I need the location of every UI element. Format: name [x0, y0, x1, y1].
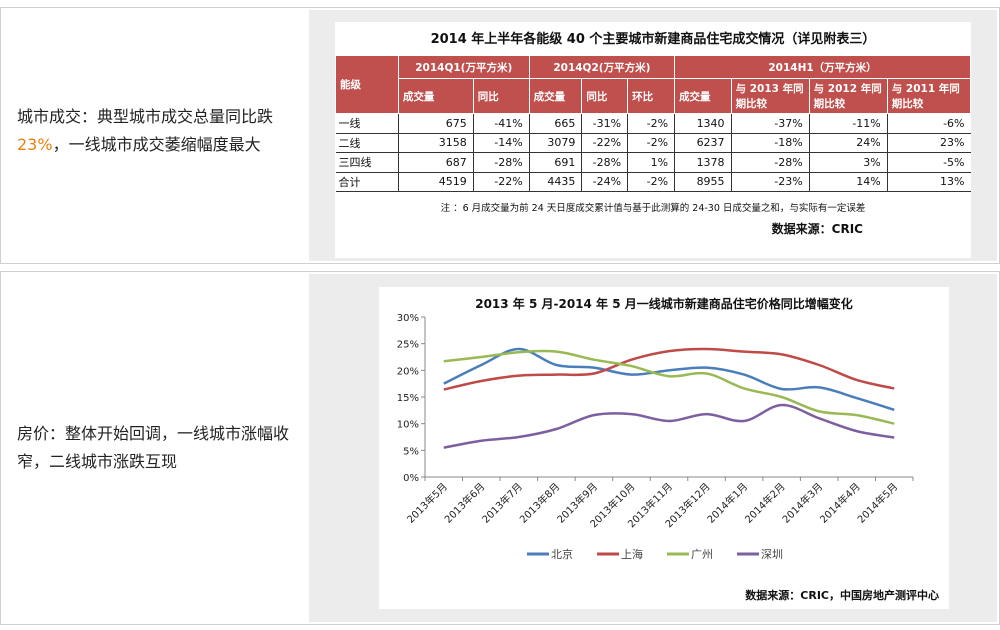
- header-tier: 能级: [335, 55, 399, 114]
- legend-label: 广州: [691, 548, 713, 561]
- legend-label: 深圳: [761, 548, 783, 561]
- table-cell: 14%: [809, 172, 888, 192]
- table-cell: 691: [529, 152, 583, 173]
- subheader: 与 2012 年同期比较: [808, 78, 888, 114]
- table-cell: 687: [398, 152, 474, 173]
- table-cell: -18%: [731, 133, 810, 153]
- table-cell: 23%: [887, 133, 971, 153]
- table-cell: -28%: [731, 152, 810, 173]
- subheader: 同比: [581, 78, 629, 114]
- table-cell: -28%: [473, 152, 530, 173]
- summary-text-end: ，一线城市成交萎缩幅度最大: [52, 135, 261, 154]
- highlight-value: 23%: [17, 135, 53, 154]
- table-cell: 665: [529, 113, 583, 134]
- table-cell: 675: [398, 113, 474, 134]
- table-title: 2014 年上半年各能级 40 个主要城市新建商品住宅成交情况（详见附表三）: [430, 32, 876, 47]
- chart-image-area: 2013 年 5 月-2014 年 5 月一线城市新建商品住宅价格同比增幅变化 0…: [309, 274, 997, 622]
- y-tick-label: 5%: [403, 446, 419, 457]
- summary-text: 城市成交：典型城市成交总量同比跌: [17, 107, 274, 126]
- table-cell: -24%: [581, 172, 629, 192]
- series-line-0: [443, 347, 895, 411]
- chart-source: 数据来源：CRIC，中国房地产测评中心: [745, 588, 939, 602]
- series-line-1: [443, 347, 895, 391]
- table-cell: 24%: [809, 133, 888, 153]
- subheader: 成交量: [397, 78, 474, 114]
- y-tick-label: 20%: [397, 366, 419, 377]
- subheader: 与 2011 年同期比较: [886, 78, 972, 114]
- series-line-2: [443, 349, 895, 425]
- table-source: 数据来源：CRIC: [771, 222, 863, 236]
- table-row: 三四线 687 -28% 691 -28% 1% 1378 -28% 3% -5%: [335, 152, 971, 173]
- table-cell: -41%: [473, 113, 530, 134]
- table-cell: -22%: [473, 172, 530, 192]
- header-q2: 2014Q2(万平方米): [528, 55, 676, 79]
- table-cell: 6237: [674, 133, 732, 153]
- subheader: 同比: [472, 78, 530, 114]
- subheader: 环比: [627, 78, 676, 114]
- table-cell: -5%: [887, 152, 971, 173]
- table-cell: 合计: [335, 172, 399, 192]
- y-tick-label: 15%: [397, 393, 419, 404]
- legend-label: 北京: [551, 547, 573, 561]
- transaction-panel: 城市成交：典型城市成交总量同比跌23%，一线城市成交萎缩幅度最大 2014 年上…: [0, 7, 1000, 264]
- transaction-table-card: 2014 年上半年各能级 40 个主要城市新建商品住宅成交情况（详见附表三） 能…: [335, 22, 972, 258]
- legend-label: 上海: [621, 547, 643, 561]
- table-cell: 三四线: [335, 152, 399, 173]
- transaction-summary: 城市成交：典型城市成交总量同比跌 23%，一线城市成交萎缩幅度最大: [17, 103, 297, 159]
- table-cell: 1%: [627, 152, 676, 173]
- y-tick-label: 0%: [403, 473, 419, 484]
- price-panel: 房价：整体开始回调，一线城市涨幅收窄，二线城市涨跌互现 2013 年 5 月-2…: [0, 271, 1000, 625]
- table-cell: -37%: [731, 113, 810, 134]
- series-line-3: [443, 403, 895, 449]
- table-row: 合计 4519 -22% 4435 -24% -2% 8955 -23% 14% 13%: [335, 172, 971, 192]
- subheader: 成交量: [528, 78, 583, 114]
- table-cell: 一线: [335, 113, 399, 134]
- table-cell: 3079: [529, 133, 583, 153]
- transaction-table: 能级 2014Q1(万平方米) 2014Q2(万平方米) 2014H1（万平方米…: [335, 55, 972, 192]
- table-row: 二线 3158 -14% 3079 -22% -2% 6237 -18% 24% 23%: [335, 133, 971, 153]
- table-cell: -2%: [627, 172, 676, 192]
- table-cell: -28%: [581, 152, 629, 173]
- y-tick-label: 10%: [397, 420, 419, 431]
- table-cell: 1340: [674, 113, 732, 134]
- table-row: 一线 675 -41% 665 -31% -2% 1340 -37% -11% -6%: [335, 113, 971, 134]
- table-cell: 3%: [809, 152, 888, 173]
- price-summary: 房价：整体开始回调，一线城市涨幅收窄，二线城市涨跌互现: [17, 424, 290, 471]
- table-cell: 4519: [398, 172, 474, 192]
- header-q1: 2014Q1(万平方米): [397, 55, 530, 79]
- subheader: 与 2013 年同期比较: [730, 78, 810, 114]
- table-cell: -2%: [627, 133, 676, 153]
- table-image-area: 2014 年上半年各能级 40 个主要城市新建商品住宅成交情况（详见附表三） 能…: [309, 10, 997, 261]
- chart-title: 2013 年 5 月-2014 年 5 月一线城市新建商品住宅价格同比增幅变化: [475, 296, 853, 311]
- table-cell: 4435: [529, 172, 583, 192]
- table-note: 注 ：6 月成交量为前 24 天日度成交累计值与基于此测算的 24-30 日成交…: [440, 203, 866, 214]
- table-cell: 8955: [674, 172, 732, 192]
- header-h1: 2014H1（万平方米）: [674, 55, 971, 79]
- x-tick-label: 2014年5月: [855, 480, 901, 526]
- y-tick-label: 30%: [397, 313, 419, 324]
- y-tick-label: 25%: [397, 340, 419, 351]
- table-cell: 二线: [335, 133, 399, 153]
- subheader: 成交量: [674, 78, 732, 114]
- chart-card: 2013 年 5 月-2014 年 5 月一线城市新建商品住宅价格同比增幅变化 0…: [379, 287, 949, 609]
- price-line-chart: 2013 年 5 月-2014 年 5 月一线城市新建商品住宅价格同比增幅变化 0…: [397, 296, 939, 602]
- table-cell: -31%: [581, 113, 629, 134]
- table-cell: -23%: [731, 172, 810, 192]
- table-cell: 13%: [887, 172, 971, 192]
- table-cell: -22%: [581, 133, 629, 153]
- table-cell: -2%: [627, 113, 676, 134]
- table-cell: 3158: [398, 133, 474, 153]
- table-cell: -6%: [887, 113, 971, 134]
- table-cell: -11%: [809, 113, 888, 134]
- table-cell: 1378: [674, 152, 732, 173]
- table-cell: -14%: [473, 133, 530, 153]
